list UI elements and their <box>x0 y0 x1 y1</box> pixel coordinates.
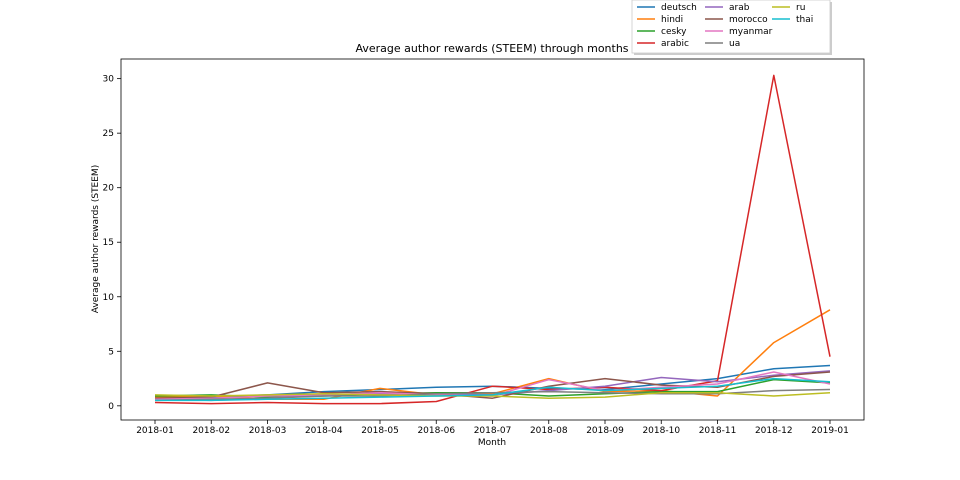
x-tick-label: 2018-05 <box>361 426 399 436</box>
x-tick-label: 2018-11 <box>699 426 737 436</box>
x-tick-label: 2018-01 <box>136 426 174 436</box>
series-line-thai <box>155 377 831 402</box>
legend-label-myanmar: myanmar <box>729 27 773 37</box>
x-tick-label: 2018-09 <box>586 426 624 436</box>
y-tick-label: 20 <box>103 184 115 194</box>
series-line-ua <box>154 388 831 402</box>
x-axis-title: Month <box>478 438 506 448</box>
y-tick-label: 10 <box>103 293 115 303</box>
x-tick-label: 2018-12 <box>755 426 793 436</box>
y-tick-label: 0 <box>108 402 114 412</box>
legend-label-deutsch: deutsch <box>661 3 697 13</box>
x-tick-label: 2018-06 <box>417 426 455 436</box>
chart-title: Average author rewards (STEEM) through m… <box>355 42 628 55</box>
x-tick-label: 2018-03 <box>249 426 287 436</box>
x-tick-label: 2018-04 <box>305 426 343 436</box>
plot-frame <box>120 58 865 421</box>
series-line-arabic <box>154 74 831 405</box>
legend-label-arab: arab <box>729 3 750 13</box>
series-line-ru <box>154 391 831 399</box>
legend-box <box>631 0 831 54</box>
legend-label-morocco: morocco <box>729 15 768 25</box>
x-tick-label: 2018-10 <box>642 426 680 436</box>
series-line-morocco <box>154 371 831 399</box>
y-tick-label: 30 <box>103 75 115 85</box>
legend-label-hindi: hindi <box>661 15 683 25</box>
legend-label-ua: ua <box>729 39 740 49</box>
x-tick-label: 2018-08 <box>530 426 568 436</box>
legend-label-ru: ru <box>796 3 805 13</box>
legend-label-cesky: cesky <box>661 27 687 37</box>
axes: 2018-01 2018-02 2018-03 2018-04 2018-05 2018-… <box>103 75 849 436</box>
legend: deutsch hindi cesky arabic arab morocco myanma… <box>631 0 832 55</box>
plot-area <box>154 74 831 405</box>
x-tick-label: 2018-02 <box>192 426 230 436</box>
x-tick-label: 2019-01 <box>811 426 849 436</box>
y-tick-label: 25 <box>103 129 114 139</box>
y-tick-label: 5 <box>108 347 114 357</box>
legend-label-thai: thai <box>796 15 813 25</box>
x-tick-label: 2018-07 <box>474 426 512 436</box>
y-axis-title: Average author rewards (STEEM) <box>91 165 101 313</box>
y-tick-label: 15 <box>103 238 114 248</box>
legend-label-arabic: arabic <box>661 39 689 49</box>
